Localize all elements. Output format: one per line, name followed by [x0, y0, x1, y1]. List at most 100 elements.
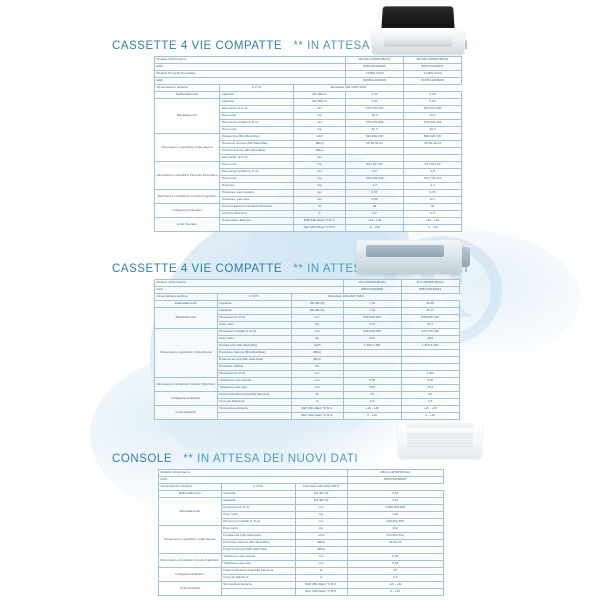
table-row: Limiti Operativi Temperature Esterne Raff.… — [153, 217, 463, 232]
table-row: Risc.(Min-Max) °C B.S. 0 - +30 — [159, 588, 444, 596]
row-label: Peso lordo — [220, 525, 296, 533]
row-value: 4,3 — [403, 182, 463, 190]
row-group-label: Dimensioni e limitazioni Circuito Frigor… — [153, 189, 221, 204]
row-label: Peso netto — [219, 161, 295, 169]
row-value: MFAU-12HRFN8(SA) — [346, 469, 444, 477]
row-value: 6,35 — [403, 189, 463, 197]
row-unit: m3/h — [293, 133, 347, 141]
spec-table: Modello Unita Interna MTI-24HWFN8(SA) MTI-… — [154, 279, 460, 420]
row-value: 3,52 — [346, 490, 444, 498]
row-label: EAN — [158, 476, 348, 484]
row-unit: Kg — [293, 112, 347, 120]
row-value: MCA3U-12HRFN8(SA) — [345, 56, 405, 64]
row-value: 703-703-123 — [403, 175, 463, 183]
row-unit: Risc.(Min-Max) °C B.S. — [290, 412, 344, 420]
row-value: 8003912208046 — [403, 77, 463, 85]
row-group-label: Raffreddamento — [158, 490, 222, 498]
row-value: 0,2 — [345, 210, 405, 218]
row-group-label: Collegamenti Elettrici — [154, 391, 218, 406]
row-value: 670-670-325 — [345, 119, 405, 127]
table-row: Raffreddamento Capacita kW (Btu/h) 7,32 10,5… — [154, 300, 460, 308]
row-unit: dB(A) — [290, 349, 344, 357]
row-unit: Kg — [293, 161, 347, 169]
row-label: Potenza Elettrica Assorbita Massima — [216, 391, 292, 399]
row-unit: F-V-Hz — [220, 483, 296, 491]
row-unit: Kg — [290, 321, 344, 329]
row-value: 570-570-260 — [403, 105, 463, 113]
row-value: 25-33-36-41 — [345, 140, 405, 148]
row-label: Corrente Massima — [216, 398, 292, 406]
row-unit: m3/h — [290, 342, 344, 350]
section-title-note: ** IN ATTESA DEI NUOVI DATI — [183, 453, 359, 465]
row-value: 5,28 — [403, 91, 463, 99]
row-group-label: Riscaldamento — [153, 98, 221, 134]
row-unit: Raff.(Min-Max) °C B.U. — [290, 405, 344, 413]
row-unit: Kg — [294, 525, 348, 533]
row-unit: F-V-Hz — [216, 293, 292, 301]
row-unit: Kg — [293, 126, 347, 134]
row-value — [345, 147, 405, 155]
row-value: +16 - +32 — [342, 405, 402, 413]
table-row: Alimentazione elettrica F-V-Hz Monofase 22… — [154, 293, 460, 301]
row-value: 0,2 — [403, 210, 463, 218]
row-value: 16,3 — [403, 112, 463, 120]
row-label: Potenza Sonora (Min-Med-Max) — [219, 147, 295, 155]
row-value: 20,4 — [403, 126, 463, 134]
row-value — [400, 356, 460, 364]
row-value: 4,3 — [345, 182, 405, 190]
row-value: 0,4 — [342, 398, 402, 406]
row-value: MCA3U-18HRFN8(SA) — [403, 56, 463, 64]
row-value: 15,9 — [400, 384, 460, 392]
row-label: Pressione Sonora (Min-Med-Max) — [220, 539, 296, 547]
table-row: Dimensioni e limitazioni Circuito Frigor… — [158, 553, 444, 568]
row-label: Modello Unita Interna — [153, 56, 347, 64]
row-value: 8003912208046 — [345, 77, 405, 85]
row-unit: Pa — [290, 363, 344, 371]
row-label: Modello Unita Interna — [158, 469, 348, 477]
spec-table-wrap: Modello Unita Interna MFAU-12HRFN8(SA) EAN… — [158, 469, 444, 596]
table-row: EAN 8052701162536 8052701162547 — [153, 63, 463, 71]
row-label: Modello Unita Interna — [154, 279, 344, 287]
row-value: 370-480-512 — [346, 532, 444, 540]
row-label — [220, 588, 296, 596]
console-unit-image — [398, 418, 482, 460]
row-value — [403, 154, 463, 162]
row-unit: mm — [290, 377, 344, 385]
row-unit: kW (Btu/h) — [293, 98, 347, 106]
row-value: 10,55 — [400, 300, 460, 308]
row-unit: m3/h — [294, 532, 348, 540]
row-label: Capacita — [219, 91, 295, 99]
table-row: Dimensioni e specifiche Unita Interna Por… — [153, 133, 463, 162]
row-unit: Kg — [293, 175, 347, 183]
row-unit: dB(A) — [293, 147, 347, 155]
row-value: 40 — [345, 203, 405, 211]
row-value: 620-630-630 — [345, 133, 405, 141]
table-row: Dimensioni e specifiche Unita Interna Dim… — [154, 328, 460, 378]
row-label: Dimensioni (L-P-A) — [219, 154, 295, 162]
row-value: 647-647-50 — [403, 161, 463, 169]
row-value: 3,81 — [345, 98, 405, 106]
spec-table-wrap: Modello Unita Interna MCA3U-12HRFN8(SA) MC… — [153, 56, 468, 232]
row-value: 0 - +30 — [346, 588, 444, 596]
row-value: Monofase 220-240V 50Hz — [293, 84, 405, 92]
row-value: 940-640-325 — [342, 328, 402, 336]
row-unit: dB(A) — [290, 356, 344, 364]
table-row: EAN 8052701162554 8052701162561 — [154, 286, 460, 294]
row-label: Peso netto — [216, 321, 292, 329]
row-value: 9,52 — [345, 196, 405, 204]
row-unit: mm — [290, 328, 344, 336]
row-value: 1.200-1.450 — [342, 342, 402, 350]
row-value: 0 - +30 — [342, 412, 402, 420]
row-value — [342, 363, 402, 371]
row-unit: Raff.(Min-Max) °C B.U. — [293, 217, 347, 225]
row-label: Pressione Sonora (Min-Med-Max) — [216, 349, 292, 357]
row-value: 8052701162547 — [403, 63, 463, 71]
row-label: Alimentazione elettrica — [153, 84, 221, 92]
section-title: CONSOLE ** IN ATTESA DEI NUOVI DATI — [112, 453, 444, 465]
row-label: Modello Pannello Decorativo — [153, 70, 347, 78]
row-value: 9,52 — [400, 377, 460, 385]
row-unit: mm — [290, 384, 344, 392]
row-unit: kW (Btu/h) — [294, 490, 348, 498]
row-group-label: Limiti Operativi — [153, 217, 221, 232]
row-unit: kW (Btu/h) — [293, 91, 347, 99]
